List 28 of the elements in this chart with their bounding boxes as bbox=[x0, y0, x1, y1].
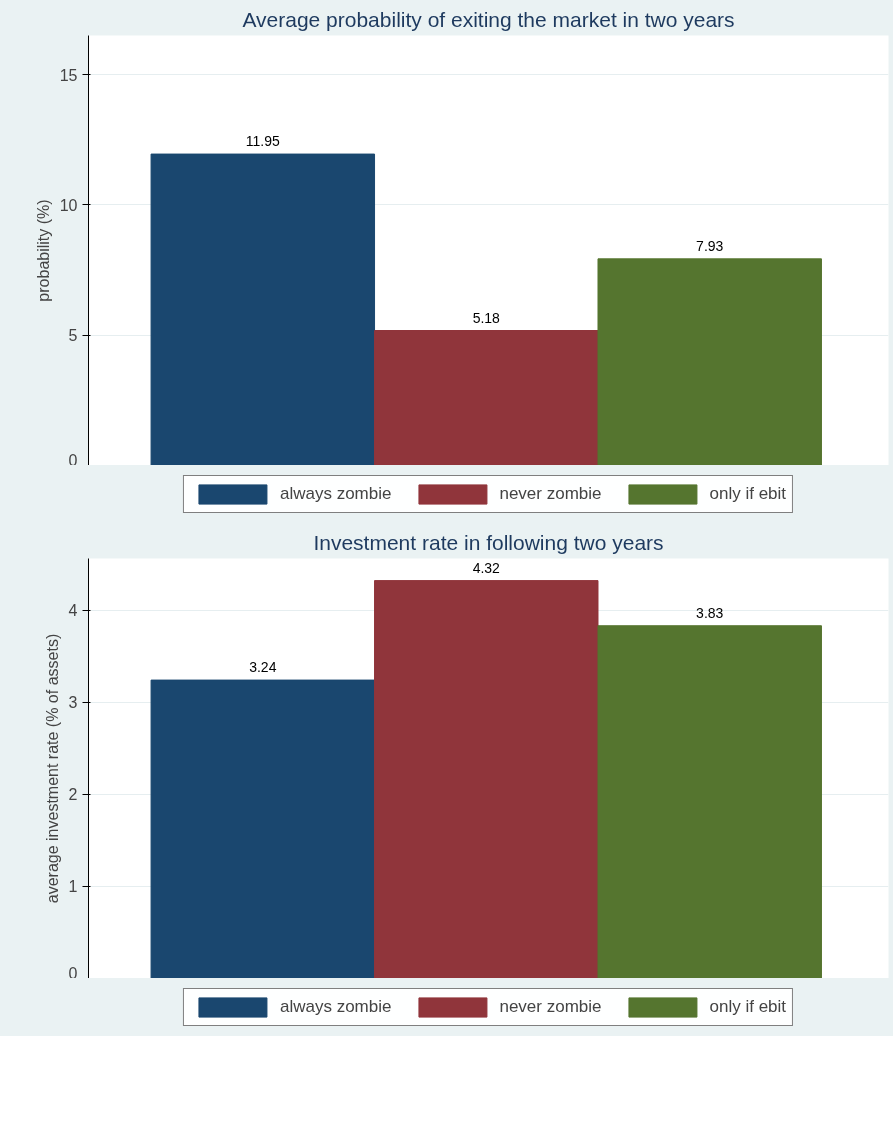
y-tick-label: 10 bbox=[59, 196, 78, 214]
y-tick-label: 2 bbox=[68, 786, 78, 804]
data-label: 3.83 bbox=[696, 604, 724, 621]
y-axis-title: probability (%) bbox=[34, 199, 52, 302]
data-label: 3.24 bbox=[249, 659, 277, 676]
legend-label: always zombie bbox=[279, 997, 392, 1017]
y-tick-label: 3 bbox=[68, 694, 78, 712]
legend-label: never zombie bbox=[499, 484, 602, 504]
data-label: 7.93 bbox=[696, 237, 724, 254]
chart-title: Average probability of exiting the market in two years bbox=[242, 7, 735, 31]
legend-label: always zombie bbox=[279, 484, 392, 504]
data-label: 11.95 bbox=[245, 133, 281, 150]
y-tick-label: 15 bbox=[59, 66, 78, 84]
y-tick-label: 5 bbox=[68, 327, 78, 345]
y-tick-label: 0 bbox=[68, 964, 78, 982]
data-label: 4.32 bbox=[472, 559, 501, 576]
chart-title: Investment rate in following two years bbox=[313, 530, 664, 554]
data-label: 5.18 bbox=[472, 309, 501, 326]
bar bbox=[597, 625, 822, 978]
bar bbox=[150, 679, 376, 978]
legend-label: never zombie bbox=[499, 997, 602, 1017]
y-tick-label: 1 bbox=[68, 878, 78, 896]
y-tick-label: 0 bbox=[68, 451, 78, 469]
y-tick-label: 4 bbox=[68, 602, 78, 620]
y-axis-title: average investment rate (% of assets) bbox=[43, 633, 61, 904]
legend-label: only if ebit bbox=[709, 997, 787, 1017]
legend-label: only if ebit bbox=[709, 484, 787, 504]
bar bbox=[374, 580, 599, 978]
